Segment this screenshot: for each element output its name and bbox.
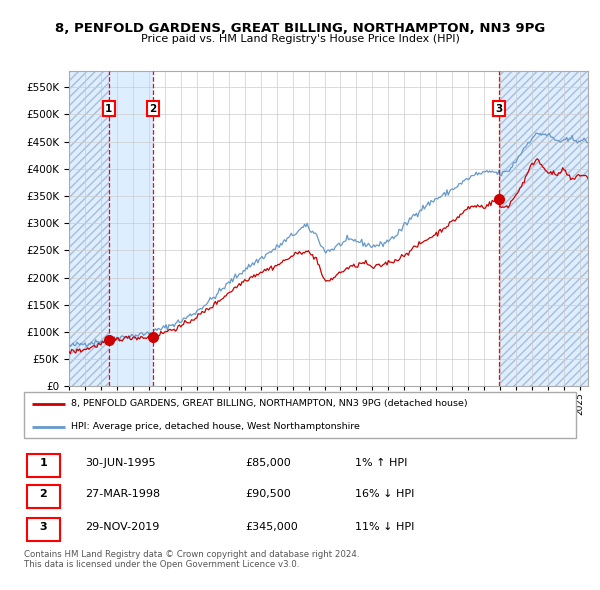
Text: 30-JUN-1995: 30-JUN-1995 xyxy=(85,458,155,468)
Text: £345,000: £345,000 xyxy=(245,522,298,532)
FancyBboxPatch shape xyxy=(27,518,60,540)
Text: 2: 2 xyxy=(149,104,157,114)
Bar xyxy=(499,71,596,386)
Bar xyxy=(499,71,596,386)
Text: 1: 1 xyxy=(105,104,113,114)
Text: 29-NOV-2019: 29-NOV-2019 xyxy=(85,522,159,532)
Text: Price paid vs. HM Land Registry's House Price Index (HPI): Price paid vs. HM Land Registry's House … xyxy=(140,34,460,44)
Text: HPI: Average price, detached house, West Northamptonshire: HPI: Average price, detached house, West… xyxy=(71,422,360,431)
Text: 3: 3 xyxy=(40,522,47,532)
Text: 16% ↓ HPI: 16% ↓ HPI xyxy=(355,489,415,499)
Text: £85,000: £85,000 xyxy=(245,458,290,468)
Text: 11% ↓ HPI: 11% ↓ HPI xyxy=(355,522,415,532)
Text: 27-MAR-1998: 27-MAR-1998 xyxy=(85,489,160,499)
Text: 8, PENFOLD GARDENS, GREAT BILLING, NORTHAMPTON, NN3 9PG: 8, PENFOLD GARDENS, GREAT BILLING, NORTH… xyxy=(55,22,545,35)
Text: 2: 2 xyxy=(40,489,47,499)
FancyBboxPatch shape xyxy=(27,454,60,477)
Bar xyxy=(69,71,109,386)
Text: 1% ↑ HPI: 1% ↑ HPI xyxy=(355,458,407,468)
Text: 1: 1 xyxy=(40,458,47,468)
Text: Contains HM Land Registry data © Crown copyright and database right 2024.
This d: Contains HM Land Registry data © Crown c… xyxy=(24,550,359,569)
Text: 3: 3 xyxy=(495,104,502,114)
Text: £90,500: £90,500 xyxy=(245,489,290,499)
Bar xyxy=(109,71,153,386)
Bar xyxy=(69,71,109,386)
FancyBboxPatch shape xyxy=(24,392,576,438)
Text: 8, PENFOLD GARDENS, GREAT BILLING, NORTHAMPTON, NN3 9PG (detached house): 8, PENFOLD GARDENS, GREAT BILLING, NORTH… xyxy=(71,399,467,408)
Bar xyxy=(153,71,499,386)
FancyBboxPatch shape xyxy=(27,485,60,507)
